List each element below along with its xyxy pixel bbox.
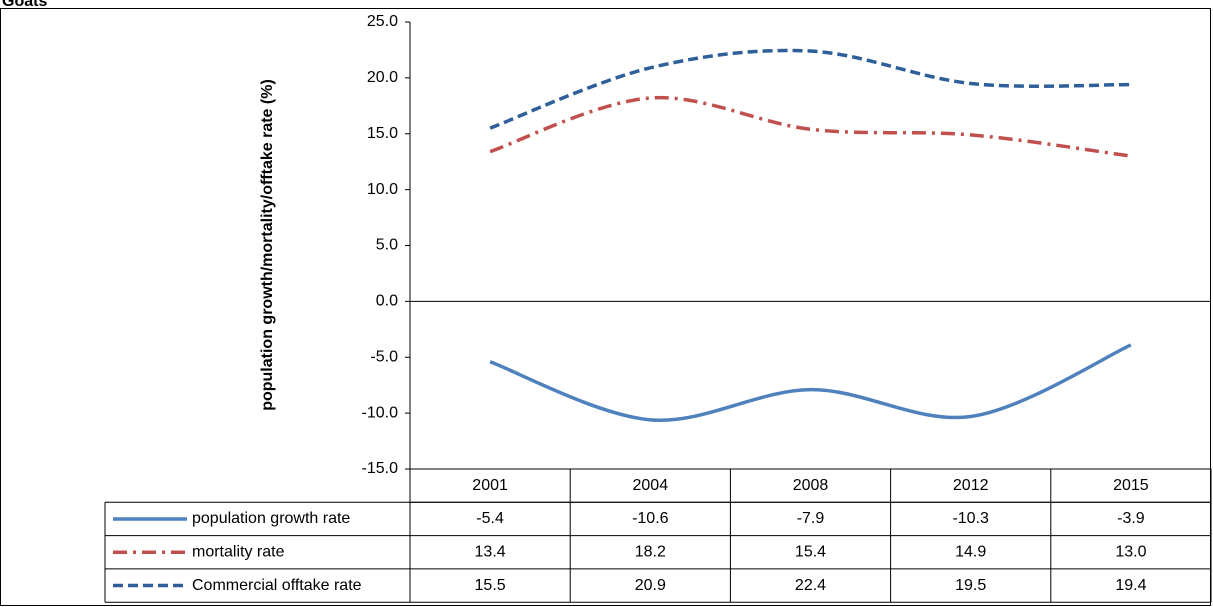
table-value: 13.0 — [1115, 543, 1146, 560]
x-tick-label: 2015 — [1113, 477, 1149, 494]
chart-title: Goats — [2, 0, 47, 10]
y-tick-label: -5.0 — [370, 348, 398, 365]
series-line — [489, 48, 1131, 130]
x-tick-label: 2012 — [953, 477, 989, 494]
y-axis-label: population growth/mortality/offtake rate… — [259, 79, 276, 411]
x-tick-label: 2001 — [472, 477, 508, 494]
legend-label: mortality rate — [192, 543, 285, 560]
y-tick-label: 10.0 — [367, 181, 398, 198]
table-value: 14.9 — [955, 543, 986, 560]
series-line — [489, 95, 1132, 158]
y-tick-label: -15.0 — [362, 460, 399, 477]
chart-border — [0, 8, 1211, 606]
y-tick-label: 5.0 — [376, 237, 398, 254]
table-value: 22.4 — [795, 577, 826, 594]
y-tick-label: 25.0 — [367, 13, 398, 30]
x-tick-label: 2008 — [793, 477, 829, 494]
y-tick-label: 15.0 — [367, 125, 398, 142]
x-tick-label: 2004 — [633, 477, 669, 494]
table-value: 15.4 — [795, 543, 826, 560]
table-value: -3.9 — [1117, 510, 1145, 527]
table-value: -10.3 — [952, 510, 989, 527]
legend-label: population growth rate — [192, 510, 350, 527]
table-value: 18.2 — [635, 543, 666, 560]
series-line — [489, 343, 1132, 423]
table-value: -10.6 — [632, 510, 669, 527]
table-value: 19.5 — [955, 577, 986, 594]
table-value: 13.4 — [475, 543, 506, 560]
table-value: -5.4 — [476, 510, 504, 527]
table-value: 20.9 — [635, 577, 666, 594]
y-tick-label: 20.0 — [367, 69, 398, 86]
y-tick-label: 0.0 — [376, 293, 398, 310]
table-value: -7.9 — [797, 510, 825, 527]
table-value: 15.5 — [475, 577, 506, 594]
y-tick-label: -10.0 — [362, 404, 399, 421]
legend-label: Commercial offtake rate — [192, 577, 362, 594]
table-value: 19.4 — [1115, 577, 1146, 594]
